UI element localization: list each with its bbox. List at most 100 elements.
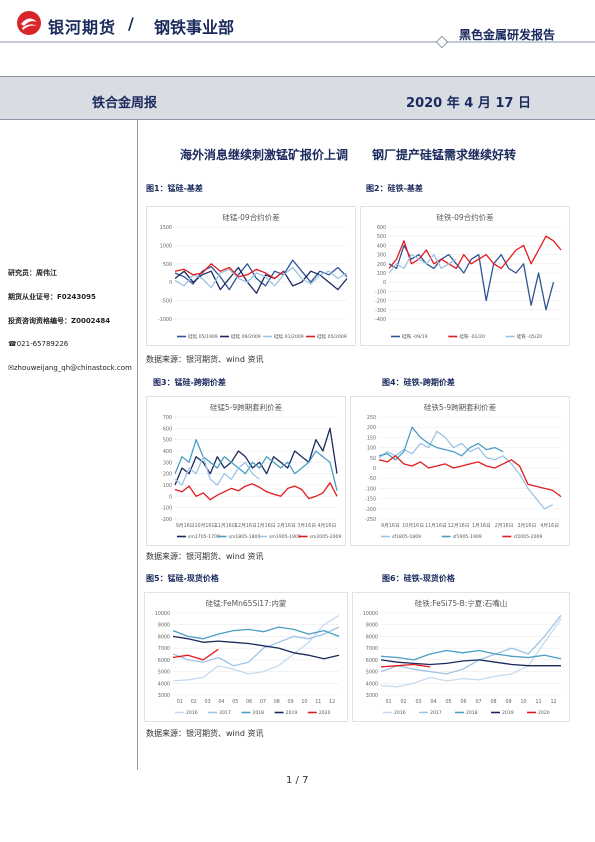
sidebar-divider <box>137 120 138 770</box>
x-tick-label: 12月16日 <box>235 523 257 529</box>
x-tick-label: 03 <box>205 699 211 705</box>
y-tick-label: 1000 <box>160 243 172 249</box>
y-tick-label: 500 <box>163 262 172 268</box>
y-tick-label: 400 <box>163 449 172 455</box>
y-tick-label: 10000 <box>363 611 378 617</box>
x-tick-label: 4月16日 <box>318 523 337 529</box>
legend-label: sf1805-1809 <box>392 534 421 540</box>
y-tick-label: -100 <box>365 486 376 492</box>
legend-label: 硅锰 09/2009 <box>231 333 261 340</box>
y-tick-label: -500 <box>161 299 172 305</box>
legend-label: 硅铁 -05/20 <box>517 333 543 340</box>
series-line <box>380 649 562 661</box>
y-tick-label: 9000 <box>158 623 170 629</box>
y-tick-label: -100 <box>375 289 386 295</box>
y-tick-label: 0 <box>373 466 376 472</box>
chart-svg: 硅铁5-9跨期套利价差 250 200 150 100 50 0 -50 -100 -150 -20… <box>365 402 562 540</box>
series-line <box>174 482 338 501</box>
chart-sm-spot: 硅锰:FeMn65Si17:内蒙 10000 9000 8000 7000 6000 500… <box>144 592 348 722</box>
legend-label: 硅锰 01/2009 <box>274 333 304 340</box>
x-tick-label: 2月16日 <box>277 523 296 529</box>
legend-label: 2016 <box>394 710 406 716</box>
y-tick-label: 0 <box>169 280 172 286</box>
report-date: 2020 年 4 月 17 日 <box>406 96 531 111</box>
title-band <box>0 76 595 120</box>
x-tick-label: 11 <box>315 699 321 705</box>
y-tick-label: 600 <box>377 225 386 231</box>
series-line <box>378 455 562 498</box>
email[interactable]: ✉zhouweijang_qh@chinastock.com <box>8 364 132 372</box>
x-tick-label: 9月16日 <box>381 523 400 529</box>
y-tick-label: 0 <box>169 494 172 500</box>
x-tick-label: 02 <box>191 699 197 705</box>
brand-slash: / <box>128 14 135 33</box>
y-tick-label: 4000 <box>366 681 378 687</box>
series-line <box>380 663 431 668</box>
y-tick-label: 600 <box>163 426 172 432</box>
y-tick-label: -50 <box>368 476 376 482</box>
y-tick-label: 7000 <box>158 646 170 652</box>
x-tick-label: 12 <box>550 699 556 705</box>
legend-label: 硅锰 05/2009 <box>317 333 347 340</box>
y-tick-label: 500 <box>163 438 172 444</box>
chart-title: 硅锰5-9跨期套利价差 <box>210 402 283 412</box>
y-tick-label: 700 <box>163 415 172 421</box>
invest-cert: 投资咨询资格编号：Z0002484 <box>8 317 111 325</box>
chart-sm-spread: 硅锰5-9跨期套利价差 700 600 500 400 300 200 100 0 -100 -20… <box>146 396 346 546</box>
y-tick-label: 100 <box>367 446 376 452</box>
x-tick-label: 10月16日 <box>194 523 216 529</box>
department-name: 钢铁事业部 <box>154 18 235 37</box>
y-tick-label: 0 <box>383 280 386 286</box>
x-tick-label: 12 <box>329 699 335 705</box>
legend-label: 2016 <box>186 710 198 716</box>
y-tick-label: 3000 <box>158 693 170 699</box>
y-tick-label: 200 <box>163 472 172 478</box>
x-tick-label: 04 <box>218 699 224 705</box>
y-tick-label: -200 <box>375 299 386 305</box>
x-tick-label: 1月16日 <box>472 523 491 529</box>
x-tick-label: 3月16日 <box>518 523 537 529</box>
y-tick-label: 5000 <box>158 670 170 676</box>
x-tick-label: 07 <box>260 699 266 705</box>
fig3-label: 图3：锰硅-跨期价差 <box>153 378 226 387</box>
futures-cert: 期货从业证号：F0243095 <box>8 293 96 301</box>
series-line <box>388 244 555 311</box>
chart-title: 硅锰-09合约价差 <box>222 212 280 222</box>
y-tick-label: 300 <box>377 253 386 259</box>
y-tick-label: 6000 <box>366 658 378 664</box>
fig1-label: 图1：锰硅-基差 <box>146 184 203 193</box>
x-tick-label: 10 <box>301 699 307 705</box>
fig5-label: 图5：锰硅-现货价格 <box>146 574 219 583</box>
fig6-label: 图6：硅铁-现货价格 <box>382 574 455 583</box>
x-tick-label: 07 <box>475 699 481 705</box>
x-tick-label: 06 <box>460 699 466 705</box>
y-tick-label: -1000 <box>158 317 172 323</box>
y-tick-label: -200 <box>161 517 172 523</box>
chart-svg: 硅铁:FeSi75-B:宁夏:石嘴山 10000 9000 8000 7000 6000 5… <box>363 598 562 716</box>
source-row1: 数据来源：银河期货、wind 资讯 <box>146 355 264 364</box>
legend-label: 硅铁 -09/19 <box>402 333 428 340</box>
x-tick-label: 10 <box>520 699 526 705</box>
x-tick-label: 05 <box>232 699 238 705</box>
x-tick-label: 4月16日 <box>540 523 559 529</box>
series-line <box>380 614 562 675</box>
y-tick-label: -400 <box>375 317 386 323</box>
y-tick-label: 3000 <box>366 693 378 699</box>
series-line <box>174 259 348 291</box>
source-row3: 数据来源：银河期货、wind 资讯 <box>146 729 264 738</box>
x-tick-label: 08 <box>274 699 280 705</box>
series-line <box>172 635 340 660</box>
y-tick-label: 250 <box>367 415 376 421</box>
legend-label: sm1905-1909 <box>269 534 301 540</box>
legend-label: 2020 <box>538 710 550 716</box>
legend-label: sm1805-1809 <box>229 534 261 540</box>
chart-title: 硅铁:FeSi75-B:宁夏:石嘴山 <box>415 598 508 608</box>
series-line <box>174 266 348 294</box>
y-tick-label: 6000 <box>158 658 170 664</box>
page-number: 1 / 7 <box>286 775 309 786</box>
series-line <box>380 618 562 688</box>
chart-svg: 硅铁-09合约价差 600 500 400 300 200 100 0 -100 -200 -300… <box>375 212 562 340</box>
y-tick-label: -200 <box>365 507 376 513</box>
legend-label: 2020 <box>319 710 331 716</box>
x-tick-label: 01 <box>177 699 183 705</box>
